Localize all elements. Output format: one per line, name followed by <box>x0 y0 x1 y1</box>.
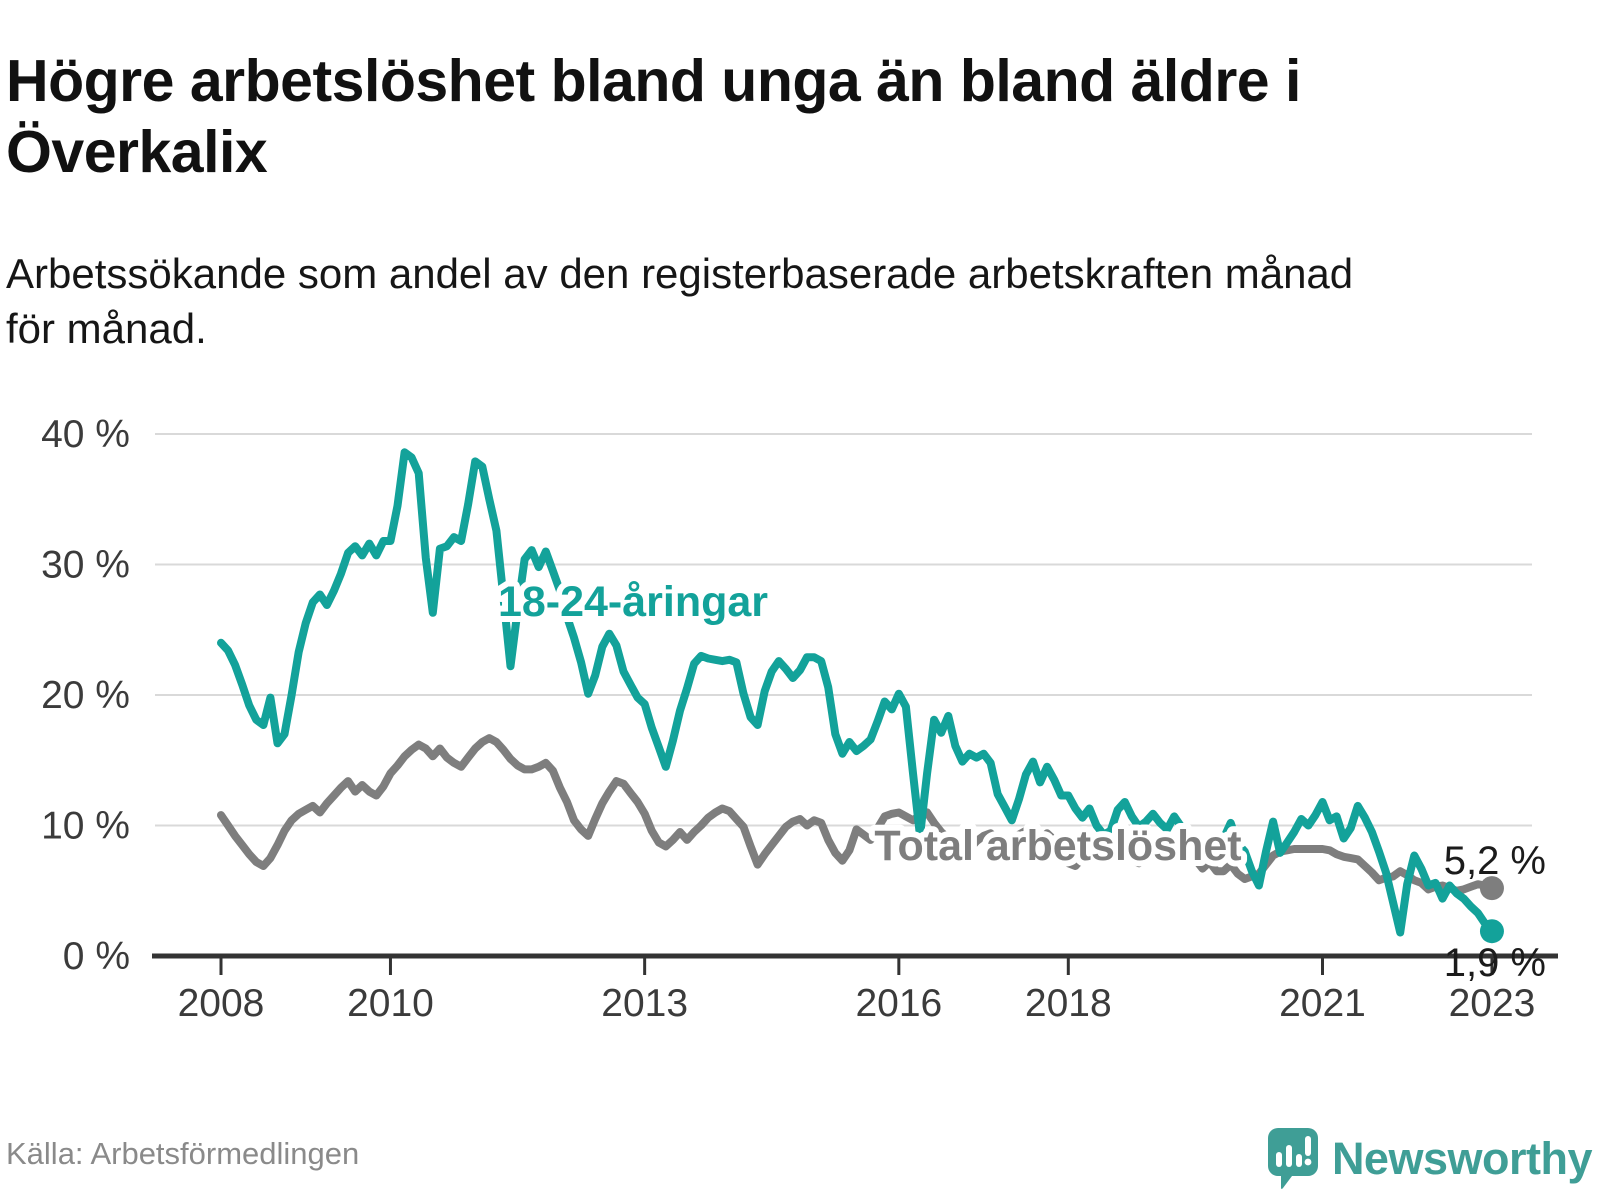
y-axis-label: 30 % <box>41 544 130 587</box>
x-axis-label: 2013 <box>601 982 688 1025</box>
chart-subtitle-line-1: Arbetssökande som andel av den registerb… <box>6 250 1354 297</box>
y-axis-label: 40 % <box>41 413 130 456</box>
chart-title: Högre arbetslöshet bland unga än bland ä… <box>6 46 1594 190</box>
brand-name: Newsworthy <box>1331 1133 1593 1184</box>
series-label-0: Total arbetslöshet <box>874 822 1241 870</box>
x-axis-label: 2021 <box>1279 982 1366 1025</box>
y-axis-label: 0 % <box>63 935 130 978</box>
brand-logo: Newsworthy <box>1267 1128 1593 1190</box>
x-axis-label: 2010 <box>347 982 434 1025</box>
series-end-label-0: 5,2 % <box>1444 839 1546 883</box>
x-axis-label: 2016 <box>855 982 942 1025</box>
chart-subtitle: Arbetssökande som andel av den registerb… <box>6 246 1586 356</box>
y-axis-label: 20 % <box>41 674 130 717</box>
series-line-1 <box>217 448 1496 937</box>
series-line-0 <box>217 734 1496 895</box>
series-end-dot-0 <box>1479 876 1504 901</box>
newsworthy-logo-icon <box>1267 1128 1318 1190</box>
series-label-1: 18-24-åringar <box>498 578 768 626</box>
x-axis-label: 2008 <box>178 982 265 1025</box>
x-axis-label: 2023 <box>1449 982 1536 1025</box>
chart-title-line-1: Högre arbetslöshet bland unga än bland ä… <box>6 47 1301 114</box>
chart-title-line-2: Överkalix <box>6 119 268 186</box>
y-axis-label: 10 % <box>41 805 130 848</box>
source-note: Källa: Arbetsförmedlingen <box>6 1136 360 1171</box>
series-end-dot-1 <box>1479 919 1504 944</box>
x-axis-label: 2018 <box>1025 982 1112 1025</box>
series-end-label-1: 1,9 % <box>1444 941 1546 985</box>
chart-subtitle-line-2: för månad. <box>6 305 207 353</box>
